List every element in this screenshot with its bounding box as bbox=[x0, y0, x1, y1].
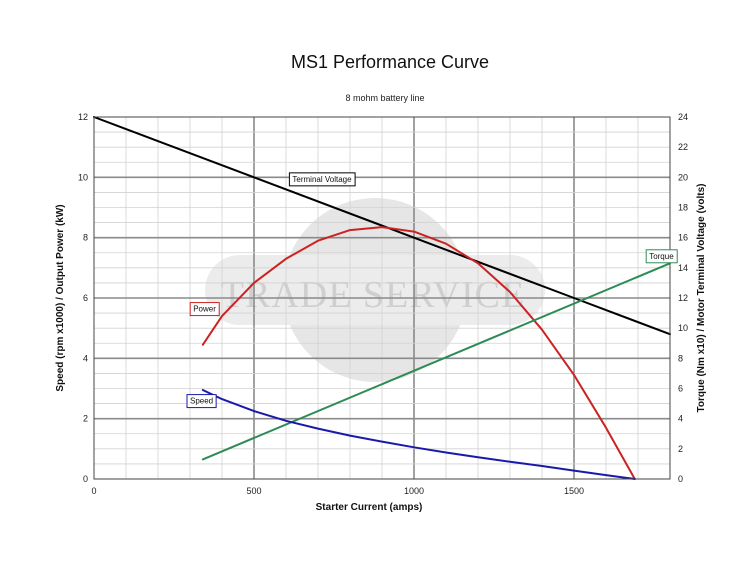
speed-label: Speed bbox=[186, 394, 217, 409]
y-tick-label-right: 16 bbox=[678, 233, 688, 243]
y-tick-label-right: 8 bbox=[678, 353, 683, 363]
torque-label-text: Torque bbox=[649, 252, 674, 261]
y-tick-label-right: 22 bbox=[678, 142, 688, 152]
y-tick-label-right: 14 bbox=[678, 263, 688, 273]
terminal-voltage-label-text: Terminal Voltage bbox=[292, 175, 352, 184]
speed-label-text: Speed bbox=[190, 397, 213, 406]
series-layer bbox=[93, 116, 671, 480]
terminal-voltage-line bbox=[93, 116, 671, 336]
chart-subtitle: 8 mohm battery line bbox=[345, 93, 424, 103]
speed-label-box bbox=[186, 394, 217, 409]
x-tick-label: 500 bbox=[246, 486, 261, 496]
terminal-voltage-label-box bbox=[288, 172, 356, 187]
torque-label: Torque bbox=[645, 249, 678, 264]
y-tick-label-right: 24 bbox=[678, 112, 688, 122]
power-label-box bbox=[189, 302, 220, 317]
y-tick-label-right: 4 bbox=[678, 414, 683, 424]
watermark-band bbox=[205, 255, 545, 325]
y-axis-left-label: Speed (rpm x1000) / Output Power (kW) bbox=[55, 204, 66, 391]
x-tick-label: 1000 bbox=[404, 486, 424, 496]
y-tick-label-right: 6 bbox=[678, 384, 683, 394]
series-labels: Terminal Voltage Power Torque Speed bbox=[186, 172, 678, 409]
x-axis-label: Starter Current (amps) bbox=[316, 502, 423, 513]
y-tick-label-right: 18 bbox=[678, 203, 688, 213]
y-tick-label-right: 12 bbox=[678, 293, 688, 303]
plot-frame bbox=[93, 116, 671, 480]
y-tick-label-right: 2 bbox=[678, 444, 683, 454]
torque-label-box bbox=[645, 249, 678, 264]
power-line bbox=[201, 226, 636, 480]
watermark: TRADE SERVICE bbox=[205, 198, 545, 382]
power-label-text: Power bbox=[193, 305, 216, 314]
watermark-text: TRADE SERVICE bbox=[221, 274, 525, 316]
speed-line bbox=[201, 389, 636, 480]
y-tick-label-right: 0 bbox=[678, 474, 683, 484]
x-tick-label: 1500 bbox=[564, 486, 584, 496]
y-tick-label-left: 2 bbox=[83, 414, 88, 424]
tick-labels: 0 500 1000 15000246810120246810121416182022… bbox=[78, 112, 688, 496]
y-tick-label-right: 20 bbox=[678, 172, 688, 182]
y-tick-label-left: 4 bbox=[83, 353, 88, 363]
y-tick-label-left: 12 bbox=[78, 112, 88, 122]
y-tick-label-left: 10 bbox=[78, 172, 88, 182]
grid bbox=[94, 117, 670, 479]
y-tick-label-left: 8 bbox=[83, 233, 88, 243]
chart-title: MS1 Performance Curve bbox=[291, 52, 489, 72]
y-axis-right-label: Torque (Nm x10) / Motor Terminal Voltage… bbox=[696, 184, 707, 413]
y-tick-label-left: 0 bbox=[83, 474, 88, 484]
terminal-voltage-label: Terminal Voltage bbox=[288, 172, 356, 187]
y-tick-label-right: 10 bbox=[678, 323, 688, 333]
y-tick-label-left: 6 bbox=[83, 293, 88, 303]
torque-line bbox=[201, 262, 671, 461]
x-tick-label: 0 bbox=[91, 486, 96, 496]
power-label: Power bbox=[189, 302, 220, 317]
